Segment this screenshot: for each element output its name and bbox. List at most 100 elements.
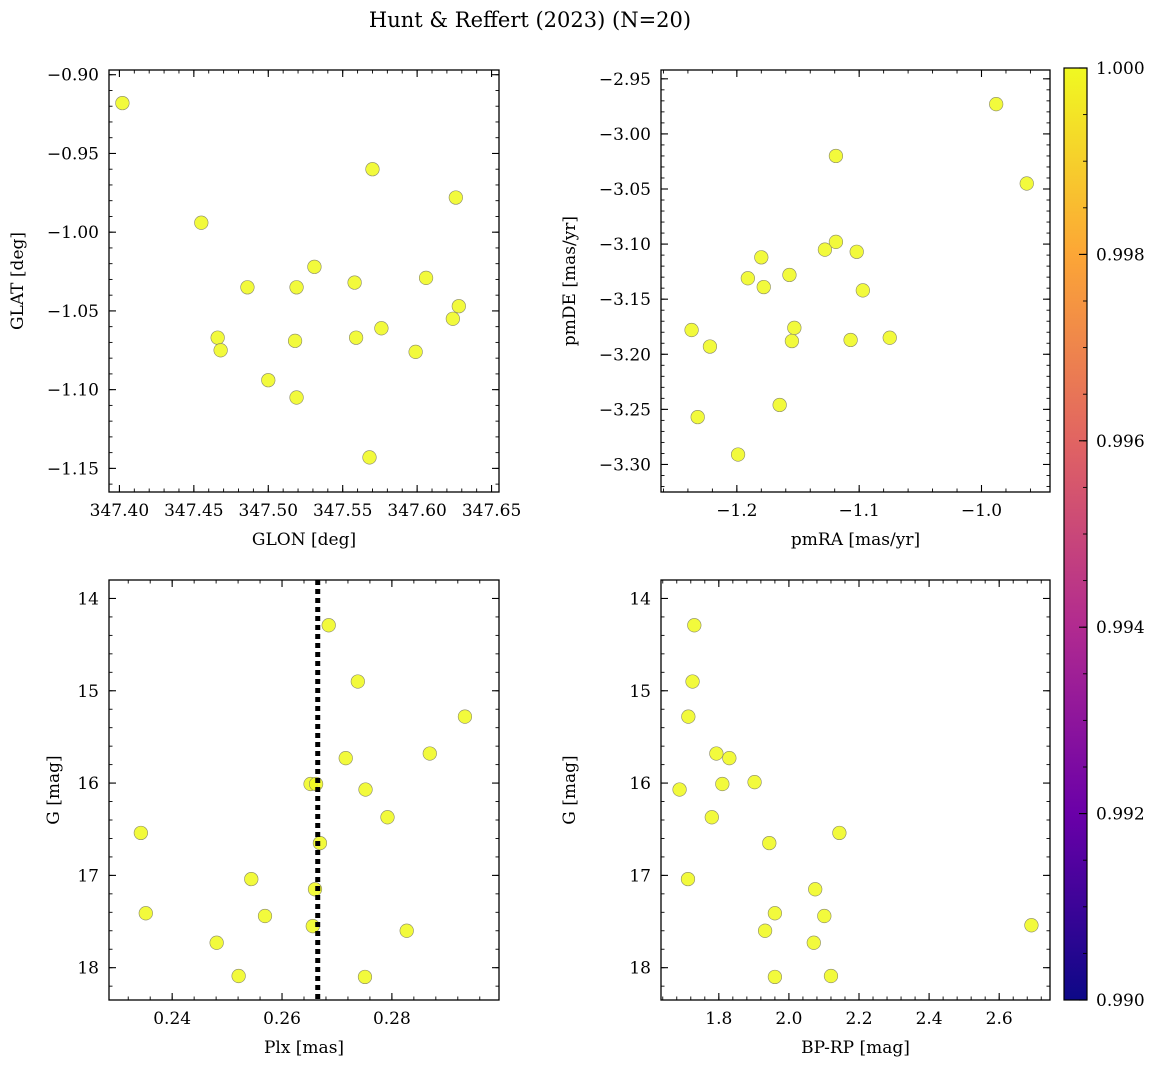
color-magnitude-frame bbox=[660, 579, 1051, 1001]
y-tick-label: −3.20 bbox=[599, 345, 651, 365]
data-point bbox=[702, 339, 718, 354]
y-tick-label: 16 bbox=[77, 774, 99, 794]
colorbar-tick-label: 0.994 bbox=[1096, 618, 1145, 638]
data-point bbox=[115, 95, 130, 111]
data-point bbox=[767, 969, 782, 985]
x-tick-label: 347.65 bbox=[462, 501, 521, 521]
colorbar-tick-label: 0.996 bbox=[1096, 432, 1145, 452]
data-point bbox=[133, 825, 148, 841]
data-point bbox=[210, 330, 225, 345]
data-point bbox=[338, 751, 353, 766]
data-point bbox=[784, 333, 799, 349]
data-point bbox=[451, 299, 466, 314]
y-tick-label: 14 bbox=[629, 589, 651, 609]
data-point bbox=[730, 447, 746, 462]
x-tick-label: 2.6 bbox=[986, 1009, 1013, 1029]
x-axis-label: GLON [deg] bbox=[252, 530, 356, 550]
x-tick-label: 0.24 bbox=[153, 1009, 191, 1029]
y-tick-label: 16 bbox=[629, 774, 651, 794]
data-point bbox=[213, 343, 228, 358]
data-point bbox=[357, 969, 373, 985]
sky-frame bbox=[108, 69, 500, 493]
data-point bbox=[832, 825, 847, 841]
data-point bbox=[882, 330, 897, 345]
data-point bbox=[756, 279, 771, 295]
data-point bbox=[380, 810, 395, 825]
data-point bbox=[754, 250, 769, 265]
y-tick-label: −0.95 bbox=[47, 144, 99, 164]
data-point bbox=[138, 906, 153, 921]
y-tick-label: −3.10 bbox=[599, 235, 651, 255]
colorbar-tick-label: 0.990 bbox=[1096, 991, 1145, 1011]
data-point bbox=[445, 311, 460, 326]
data-point bbox=[690, 409, 705, 425]
data-point bbox=[687, 618, 702, 633]
x-tick-label: −1.2 bbox=[716, 501, 757, 521]
y-axis-label: G [mag] bbox=[44, 755, 64, 824]
data-point bbox=[347, 275, 362, 290]
data-point bbox=[231, 968, 246, 984]
x-axis-label: Plx [mas] bbox=[264, 1038, 344, 1058]
parallax-magnitude-frame bbox=[108, 579, 500, 1001]
data-point bbox=[828, 148, 844, 164]
y-tick-label: −3.25 bbox=[599, 400, 651, 420]
data-point bbox=[817, 908, 832, 924]
panel-parallax-magnitude: 0.24 0.26 0.28 14 15 16 17 18 Plx [mas] G [mag] bbox=[44, 579, 500, 1058]
data-point bbox=[767, 906, 782, 921]
data-point bbox=[855, 283, 870, 298]
x-tick-label: 2.0 bbox=[775, 1009, 802, 1029]
y-axis-label: pmDE [mas/yr] bbox=[560, 216, 580, 346]
data-point bbox=[684, 322, 699, 338]
data-point bbox=[843, 332, 858, 348]
data-point bbox=[399, 923, 414, 938]
data-point bbox=[715, 776, 730, 792]
data-point bbox=[685, 674, 700, 689]
colorbar-tick-label: 0.992 bbox=[1096, 805, 1145, 825]
data-point bbox=[772, 397, 787, 413]
data-point bbox=[787, 320, 802, 335]
data-point bbox=[418, 270, 434, 285]
data-point bbox=[817, 242, 833, 257]
colorbar: 0.990 0.992 0.994 0.996 0.998 1.000 bbox=[1063, 59, 1145, 1011]
x-tick-label: 347.50 bbox=[239, 501, 298, 521]
data-point bbox=[307, 882, 323, 897]
data-point bbox=[782, 267, 797, 283]
data-point bbox=[849, 244, 864, 259]
figure-title: Hunt & Reffert (2023) (N=20) bbox=[369, 8, 691, 32]
data-point bbox=[828, 234, 844, 249]
y-tick-label: 17 bbox=[629, 866, 651, 886]
y-tick-label: 18 bbox=[77, 959, 99, 979]
data-point bbox=[240, 280, 255, 295]
panel-sky: 347.40 347.45 347.50 347.55 347.60 347.65 −0.9… bbox=[8, 66, 521, 550]
data-point bbox=[680, 871, 696, 887]
x-tick-label: 347.60 bbox=[387, 501, 446, 521]
x-tick-label: 347.45 bbox=[164, 501, 223, 521]
y-tick-label: 18 bbox=[629, 959, 651, 979]
data-point bbox=[672, 782, 687, 797]
y-tick-label: 14 bbox=[77, 589, 99, 609]
y-axis-label: GLAT [deg] bbox=[8, 232, 28, 330]
panel-color-magnitude: 1.8 2.0 2.2 2.4 2.6 14 15 16 17 18 BP-RP [mag] G [m… bbox=[560, 579, 1051, 1058]
data-point bbox=[747, 775, 762, 790]
data-point bbox=[209, 935, 224, 950]
y-tick-label: −1.10 bbox=[47, 381, 99, 401]
data-point bbox=[408, 344, 423, 359]
data-point bbox=[457, 709, 473, 724]
x-axis-label: BP-RP [mag] bbox=[801, 1038, 910, 1058]
y-tick-label: 15 bbox=[629, 682, 651, 702]
y-tick-label: −2.95 bbox=[599, 70, 651, 90]
y-tick-label: −3.05 bbox=[599, 180, 651, 200]
data-point bbox=[244, 871, 259, 887]
data-point bbox=[757, 923, 773, 938]
data-point bbox=[806, 935, 821, 950]
y-tick-label: −1.00 bbox=[47, 223, 99, 243]
x-tick-label: 2.2 bbox=[845, 1009, 872, 1029]
data-point bbox=[681, 709, 696, 724]
y-tick-label: −1.15 bbox=[47, 459, 99, 479]
data-point bbox=[808, 882, 823, 897]
data-point bbox=[289, 390, 304, 405]
data-point bbox=[365, 162, 380, 177]
x-tick-label: −1.1 bbox=[839, 501, 880, 521]
y-tick-label: −3.30 bbox=[599, 455, 651, 475]
data-point bbox=[287, 333, 303, 348]
